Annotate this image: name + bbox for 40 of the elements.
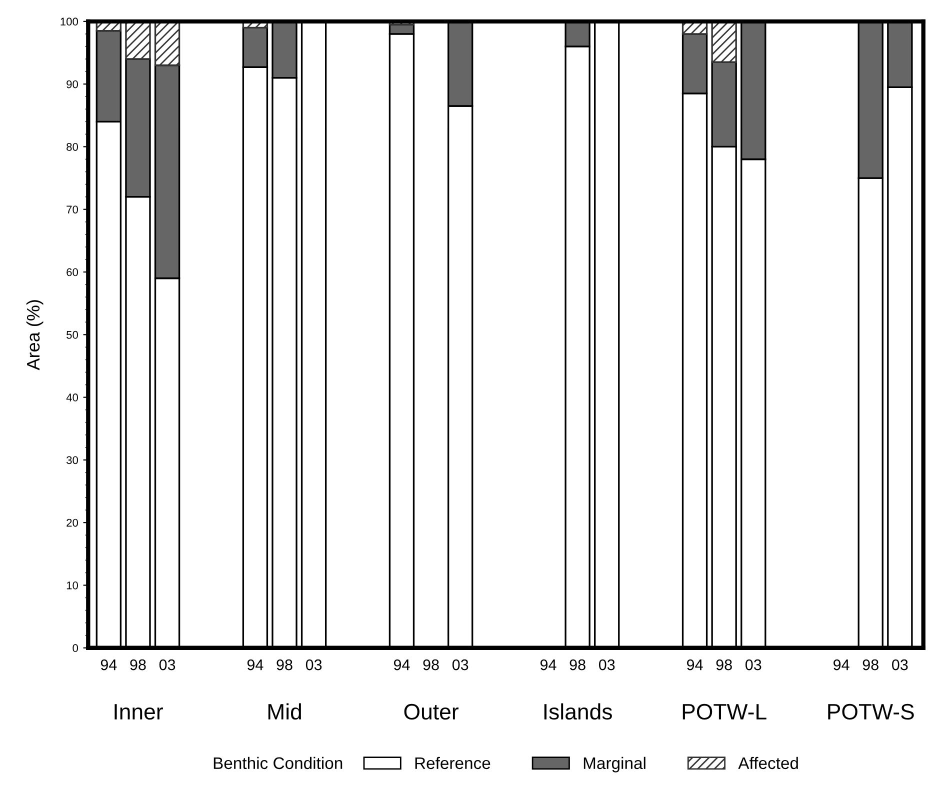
- y-tick-label: 100: [60, 18, 78, 26]
- x-tick-label: 98: [570, 659, 586, 670]
- x-tick-label: 94: [834, 659, 850, 670]
- x-tick-label: 94: [100, 659, 117, 670]
- x-tick-label: 94: [687, 659, 703, 670]
- text: Outer: [404, 704, 458, 720]
- y-tick-label: 0: [72, 644, 78, 652]
- y-tick-label: 50: [66, 330, 78, 339]
- x-tick-label: 03: [745, 659, 762, 670]
- legend-label: Reference: [415, 756, 490, 770]
- legend-label: Marginal: [584, 756, 646, 772]
- x-tick-label: 98: [130, 659, 146, 670]
- y-tick-label: 20: [66, 518, 78, 527]
- x-tick-label: 03: [306, 659, 322, 670]
- text: Mid: [268, 703, 301, 720]
- x-tick-label: 98: [716, 659, 732, 670]
- legend-title: Benthic Condition: [214, 756, 342, 770]
- x-tick-label: 98: [423, 659, 439, 670]
- y-tick-label: 40: [66, 394, 78, 402]
- x-tick-label: 03: [452, 659, 468, 670]
- x-tick-label: 94: [394, 659, 410, 670]
- y-tick-label: 90: [66, 80, 78, 88]
- x-tick-label: 03: [892, 659, 908, 670]
- y-tick-label: 10: [66, 582, 78, 590]
- text: Inner: [114, 704, 163, 720]
- x-tick-label: 03: [598, 659, 615, 670]
- x-tick-label: 94: [540, 659, 556, 670]
- y-tick-label: 30: [66, 456, 78, 464]
- text: POTW-S: [828, 704, 914, 720]
- y-tick-label: 80: [66, 142, 78, 151]
- x-tick-label: 98: [862, 659, 878, 670]
- y-tick-label: 70: [66, 206, 78, 214]
- text: POTW-L: [682, 704, 766, 720]
- x-tick-label: 03: [159, 659, 176, 670]
- text: Islands: [544, 703, 612, 720]
- legend-label: Affected: [738, 756, 798, 770]
- x-tick-label: 94: [247, 659, 264, 670]
- y-tick-label: 60: [66, 268, 78, 276]
- y-axis-title: Area (%): [26, 300, 44, 370]
- x-tick-label: 98: [276, 659, 292, 670]
